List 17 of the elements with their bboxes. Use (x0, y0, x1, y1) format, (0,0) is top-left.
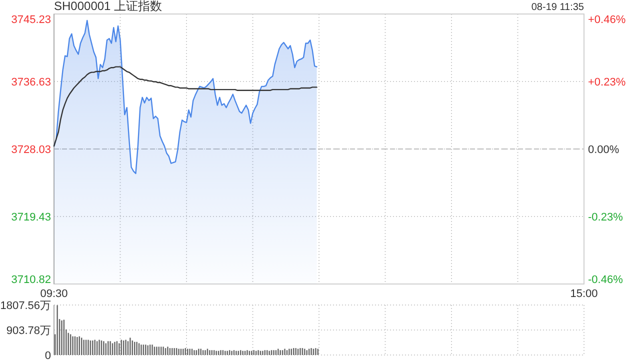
x-tick-label: 09:30 (40, 288, 68, 300)
y-tick-label: 1807.56万 (0, 300, 51, 312)
y2-tick-label: 0.00% (588, 144, 620, 156)
y-tick-label: 903.78万 (6, 325, 51, 337)
y2-tick-label: +0.23% (588, 76, 626, 88)
y-tick-label: 3710.82 (11, 274, 51, 286)
text: 08-19 11:35 (531, 2, 584, 13)
y2-tick-label: -0.46% (588, 274, 624, 286)
y-tick-label: 3719.43 (11, 211, 51, 224)
x-tick-label: 15:00 (570, 288, 598, 300)
y-tick-label: 3736.63 (11, 76, 51, 88)
y-tick-label: 3745.23 (11, 14, 51, 26)
y2-tick-label: +0.46% (588, 14, 626, 26)
y-tick-label: 0 (44, 350, 51, 360)
chart-title: SH000001 上证指数 (54, 0, 162, 13)
y2-tick-label: -0.23% (588, 212, 624, 224)
y-tick-label: 3728.03 (11, 144, 51, 156)
